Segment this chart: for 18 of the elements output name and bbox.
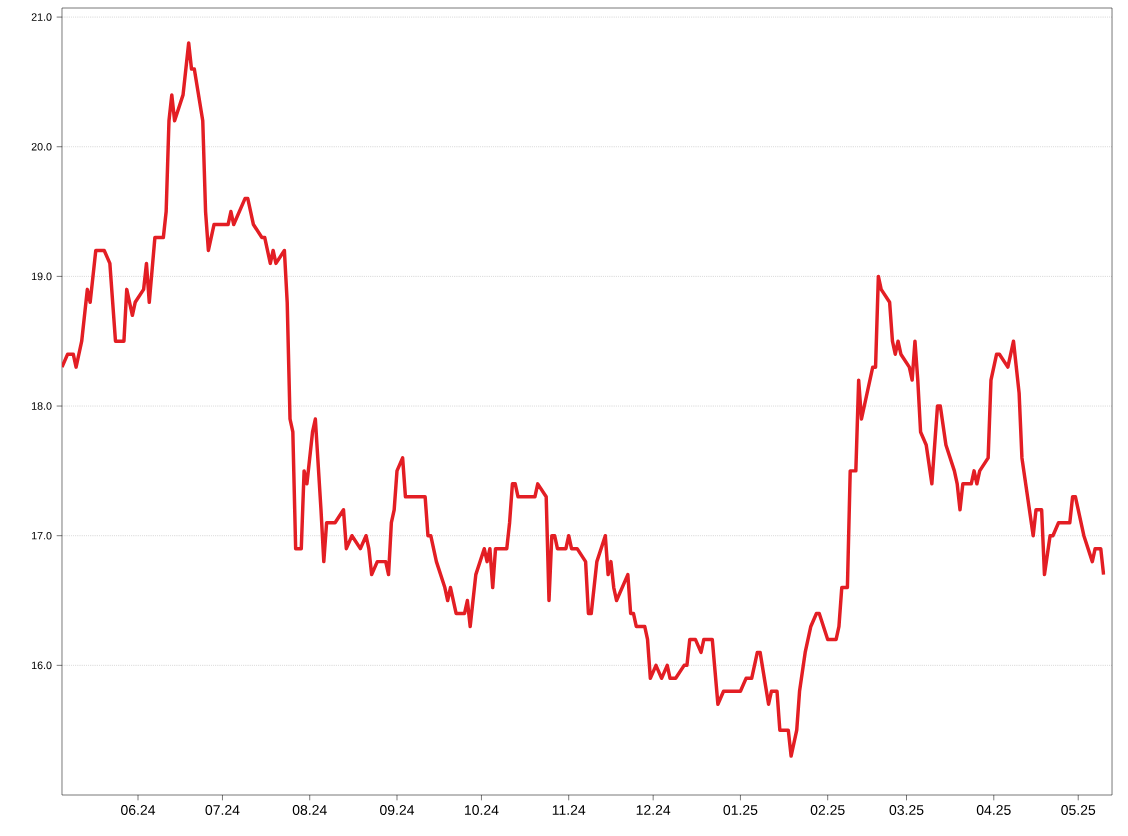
x-tick-label: 12.24 bbox=[636, 805, 671, 815]
x-tick-label: 06.24 bbox=[121, 805, 156, 815]
x-tick-label: 02.25 bbox=[810, 805, 845, 815]
x-tick-label: 08.24 bbox=[292, 805, 327, 815]
x-tick-label: 11.24 bbox=[552, 805, 586, 815]
x-tick-label: 10.24 bbox=[464, 805, 499, 815]
y-tick-label: 16.0 bbox=[32, 661, 52, 670]
x-tick-label: 07.24 bbox=[205, 805, 240, 815]
y-tick-label: 17.0 bbox=[32, 531, 52, 540]
x-tick-label: 05.25 bbox=[1061, 805, 1096, 815]
y-tick-label: 18.0 bbox=[32, 402, 52, 410]
y-tick-label: 20.0 bbox=[31, 142, 52, 151]
x-tick-label: 01.25 bbox=[723, 805, 758, 815]
y-tick-label: 19.0 bbox=[32, 272, 52, 281]
y-tick-label: 21.0 bbox=[31, 13, 52, 21]
x-tick-label: 09.24 bbox=[380, 805, 415, 815]
x-tick-label: 03.25 bbox=[889, 805, 924, 815]
x-tick-label: 04.25 bbox=[976, 805, 1011, 815]
